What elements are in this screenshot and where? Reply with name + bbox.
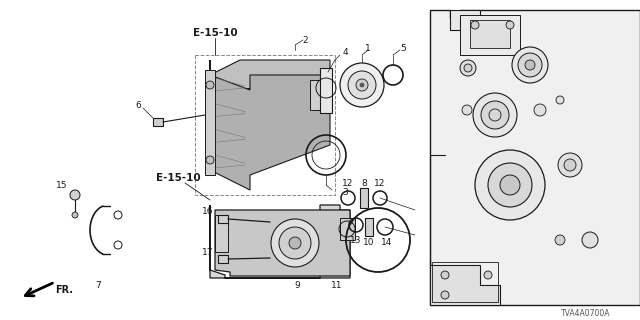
Circle shape (475, 150, 545, 220)
Polygon shape (210, 205, 350, 278)
Bar (195, 55, 335, 195)
Circle shape (488, 163, 532, 207)
Bar (432, 262, 498, 302)
Circle shape (464, 64, 472, 72)
Circle shape (525, 60, 535, 70)
Circle shape (271, 219, 319, 267)
Circle shape (206, 156, 214, 164)
Circle shape (471, 21, 479, 29)
Text: E-15-10: E-15-10 (193, 28, 237, 38)
Circle shape (481, 101, 509, 129)
Polygon shape (450, 10, 480, 30)
Polygon shape (210, 60, 330, 90)
Text: 8: 8 (361, 179, 367, 188)
Circle shape (555, 235, 565, 245)
Text: 6: 6 (135, 100, 141, 109)
Circle shape (356, 79, 368, 91)
Polygon shape (215, 215, 228, 252)
Polygon shape (430, 260, 500, 305)
Circle shape (473, 93, 517, 137)
Circle shape (72, 212, 78, 218)
Bar (320, 68, 332, 113)
Circle shape (500, 175, 520, 195)
Circle shape (534, 104, 546, 116)
Text: 15: 15 (56, 180, 68, 189)
Text: 16: 16 (202, 206, 214, 215)
Polygon shape (205, 70, 215, 175)
Circle shape (506, 21, 514, 29)
Polygon shape (310, 80, 330, 110)
Text: 13: 13 (350, 236, 362, 244)
Circle shape (518, 53, 542, 77)
Circle shape (279, 227, 311, 259)
Circle shape (558, 153, 582, 177)
Bar (365, 218, 373, 236)
Bar (153, 118, 163, 126)
Polygon shape (430, 10, 640, 305)
Circle shape (462, 105, 472, 115)
Text: 3: 3 (342, 188, 348, 196)
Bar (470, 20, 510, 48)
Text: 14: 14 (381, 237, 393, 246)
Circle shape (460, 60, 476, 76)
Text: 10: 10 (364, 237, 375, 246)
Text: 7: 7 (95, 281, 101, 290)
Text: 4: 4 (342, 47, 348, 57)
Text: E-15-10: E-15-10 (156, 173, 200, 183)
Text: 9: 9 (294, 281, 300, 290)
Polygon shape (340, 218, 355, 240)
Text: 17: 17 (202, 247, 214, 257)
Circle shape (360, 83, 364, 87)
Bar (218, 255, 228, 263)
Circle shape (582, 232, 598, 248)
Text: 12: 12 (342, 179, 354, 188)
Text: TVA4A0700A: TVA4A0700A (561, 308, 610, 317)
Circle shape (484, 271, 492, 279)
Circle shape (289, 237, 301, 249)
Bar (360, 188, 368, 208)
Text: FR.: FR. (55, 285, 73, 295)
Polygon shape (210, 75, 330, 190)
Circle shape (70, 190, 80, 200)
Bar (460, 15, 520, 55)
Text: 2: 2 (302, 36, 308, 44)
Circle shape (441, 271, 449, 279)
Text: 12: 12 (374, 179, 386, 188)
Circle shape (348, 71, 376, 99)
Circle shape (340, 63, 384, 107)
Bar (218, 215, 228, 223)
Text: 5: 5 (400, 44, 406, 52)
Circle shape (512, 47, 548, 83)
Circle shape (206, 81, 214, 89)
Circle shape (556, 96, 564, 104)
Circle shape (441, 291, 449, 299)
Text: 1: 1 (365, 44, 371, 52)
Text: 11: 11 (332, 281, 343, 290)
Circle shape (564, 159, 576, 171)
Polygon shape (215, 210, 350, 276)
